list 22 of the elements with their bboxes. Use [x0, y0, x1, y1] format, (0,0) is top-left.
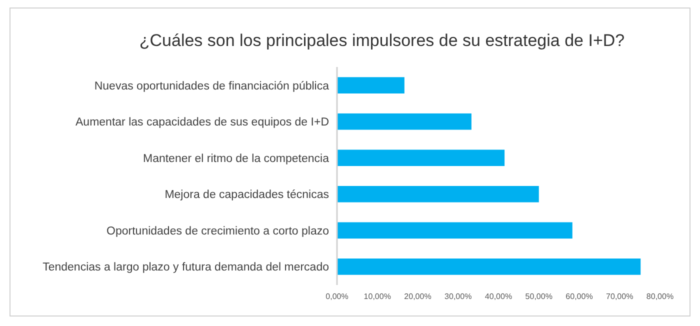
x-tick-label: 80,00%	[646, 292, 674, 301]
bar	[337, 258, 641, 275]
x-tick-label: 0,00%	[326, 292, 348, 301]
y-tick-label: Tendencias a largo plazo y futura demanda del mercado	[42, 262, 329, 274]
x-tick-label: 20,00%	[404, 292, 432, 301]
bar	[337, 113, 472, 130]
y-tick-label: Mantener el ritmo de la competencia	[142, 152, 330, 165]
x-tick-label: 30,00%	[444, 292, 472, 301]
y-tick-label: Aumentar las capacidades de sus equipos de I+D	[76, 116, 329, 129]
bar	[337, 186, 539, 202]
x-tick-label: 10,00%	[364, 292, 391, 301]
y-tick-label: Mejora de capacidades técnicas	[164, 189, 330, 202]
y-tick-label: Oportunidades de crecimiento a corto plazo	[106, 225, 329, 238]
bar	[337, 77, 404, 94]
bar	[337, 222, 572, 239]
chart-title: ¿Cuáles son los principales impulsores de su estrategia de I+D?	[139, 31, 625, 50]
bar	[337, 150, 505, 166]
x-tick-label: 60,00%	[566, 292, 593, 301]
x-tick-label: 40,00%	[484, 292, 512, 301]
x-tick-label: 50,00%	[525, 292, 552, 301]
x-tick-label: 70,00%	[606, 292, 634, 301]
y-tick-label: Nuevas oportunidades de financiación pública	[94, 80, 330, 92]
